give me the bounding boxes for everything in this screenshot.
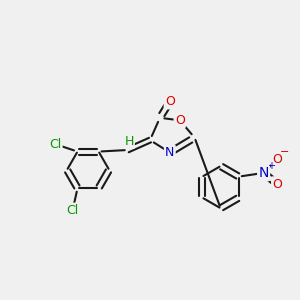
Text: N: N [258, 166, 269, 180]
Text: Cl: Cl [49, 138, 62, 151]
Text: O: O [165, 95, 175, 108]
Text: O: O [272, 153, 282, 166]
Text: O: O [175, 114, 185, 127]
Text: O: O [272, 178, 282, 190]
Text: H: H [124, 135, 134, 148]
Text: N: N [165, 146, 175, 159]
Text: Cl: Cl [67, 204, 79, 217]
Text: −: − [280, 147, 289, 157]
Text: +: + [267, 161, 274, 171]
